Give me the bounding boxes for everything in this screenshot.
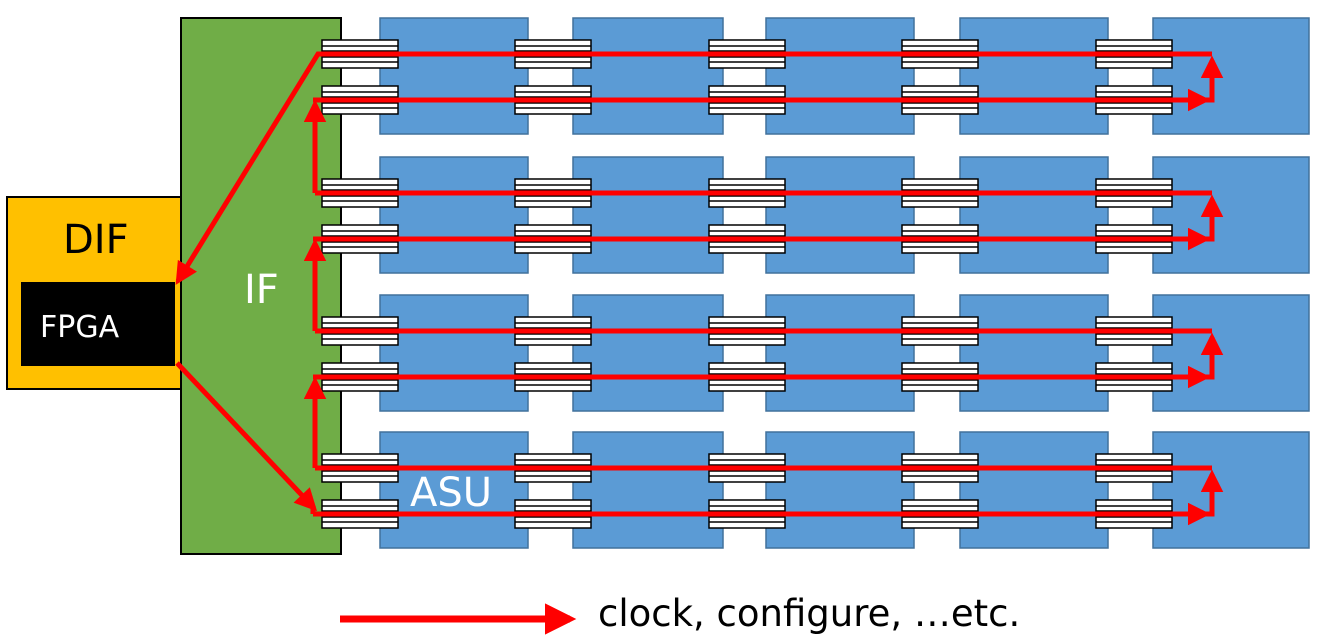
asu-module: [379, 156, 529, 274]
asu-label: ASU: [410, 470, 492, 516]
asu-module: [959, 17, 1109, 135]
asu-module: [1152, 431, 1310, 549]
legend-text: clock, configure, …etc.: [598, 592, 1021, 635]
asu-module: [379, 294, 529, 412]
connector-layer: [321, 39, 1173, 529]
dif-label: DIF: [63, 217, 129, 263]
fpga-label: FPGA: [40, 310, 120, 345]
asu-module: [765, 431, 915, 549]
asu-module: [765, 156, 915, 274]
signal-turnaround: [1196, 332, 1224, 380]
asu-module: [959, 294, 1109, 412]
interface-label: IF: [244, 267, 279, 313]
asu-module: [1152, 156, 1310, 274]
signal-turnaround: [1196, 469, 1224, 517]
fpga-chip: [21, 282, 175, 366]
asu-module: [572, 156, 724, 274]
asu-module: [959, 156, 1109, 274]
asu-module: [572, 431, 724, 549]
signal-turnaround: [1196, 194, 1224, 242]
asu-module: [1152, 17, 1310, 135]
signal-fpga-in: [175, 51, 322, 285]
asu-module: [959, 431, 1109, 549]
asu-module: [1152, 294, 1310, 412]
asu-module: [379, 431, 529, 549]
signal-layer: [175, 51, 1224, 526]
signal-fpga-out: [175, 361, 318, 512]
asu-module-grid: [379, 17, 1310, 549]
asu-module: [765, 294, 915, 412]
asu-module: [572, 17, 724, 135]
asu-module: [765, 17, 915, 135]
signal-turnaround: [1196, 55, 1224, 103]
asu-module: [379, 17, 529, 135]
asu-module: [572, 294, 724, 412]
